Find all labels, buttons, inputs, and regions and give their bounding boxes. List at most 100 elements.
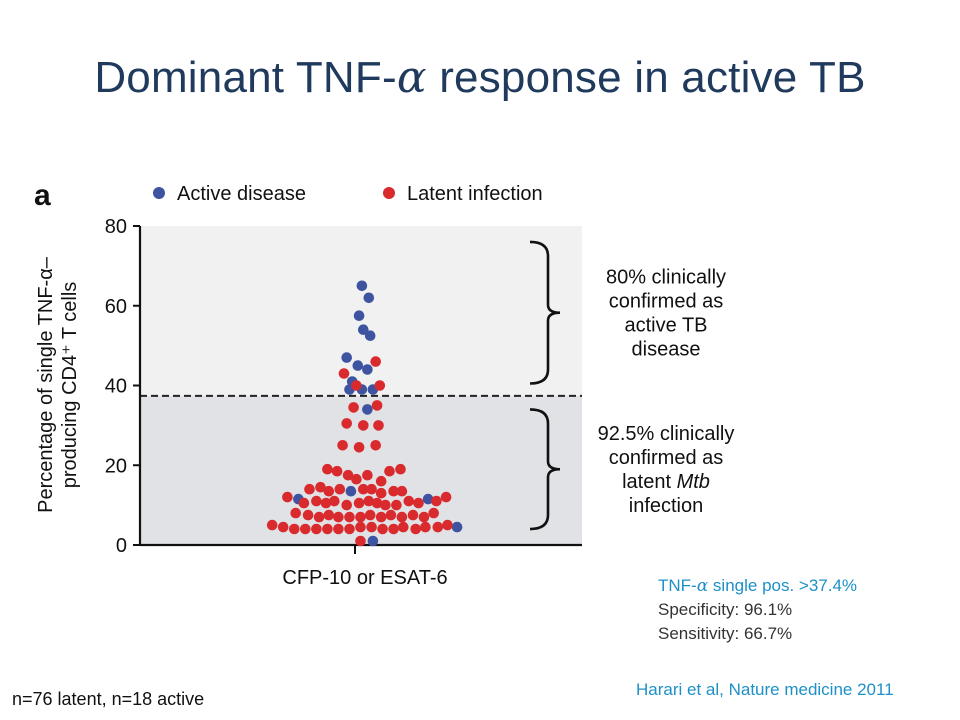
latent-data-point	[351, 473, 362, 485]
active-data-point	[356, 280, 368, 292]
latent-data-point	[364, 509, 376, 521]
latent-data-point	[355, 511, 366, 523]
latent-data-point	[370, 440, 382, 451]
latent-data-point	[311, 523, 322, 535]
latent-data-point	[366, 483, 377, 495]
active-data-point	[352, 360, 364, 371]
bracket-text-line: 92.5% clinically	[598, 423, 735, 445]
x-axis-label: CFP-10 or ESAT-6	[282, 567, 447, 589]
latent-data-point	[300, 523, 311, 535]
threshold-text-start: TNF-	[658, 576, 697, 595]
latent-data-point	[375, 475, 387, 487]
latent-data-point	[358, 420, 369, 431]
active-data-point	[451, 521, 463, 533]
active-data-point	[363, 292, 375, 304]
latent-data-point	[353, 442, 365, 453]
latent-data-point	[374, 380, 386, 391]
latent-data-point	[320, 497, 332, 509]
latent-data-point	[384, 465, 395, 477]
latent-data-point	[432, 521, 444, 533]
latent-data-point	[266, 519, 278, 531]
latent-data-point	[298, 497, 310, 509]
latent-data-point	[290, 507, 302, 519]
latent-data-point	[323, 485, 335, 497]
latent-data-point	[371, 497, 383, 509]
latent-data-point	[380, 499, 391, 511]
latent-data-point	[341, 499, 353, 511]
latent-data-point	[338, 368, 350, 379]
latent-data-point	[385, 509, 397, 521]
latent-data-point	[431, 495, 442, 507]
bracket-text-line: 80% clinically	[606, 267, 726, 289]
latent-data-point	[304, 483, 315, 495]
active-data-point	[367, 535, 379, 547]
legend-marker-active	[153, 187, 165, 199]
latent-data-point	[277, 521, 289, 533]
sample-size-note: n=76 latent, n=18 active	[12, 689, 205, 709]
bracket-latent	[529, 408, 561, 531]
latent-data-point	[428, 507, 440, 519]
citation: Harari et al, Nature medicine 2011	[636, 680, 894, 699]
latent-data-point	[289, 523, 300, 535]
y-axis-label-line1: Percentage of single TNF-α–	[35, 256, 57, 513]
y-tick-label: 80	[105, 216, 127, 238]
bracket-text-line: active TB	[625, 315, 708, 337]
legend-marker-latent	[383, 187, 395, 199]
latent-data-point	[407, 509, 419, 521]
active-data-point	[362, 404, 373, 415]
latent-data-point	[388, 485, 399, 497]
latent-data-point	[315, 481, 326, 493]
latent-data-point	[344, 523, 355, 535]
latent-data-point	[420, 521, 431, 533]
latent-data-point	[333, 523, 344, 535]
latent-data-point	[311, 495, 322, 507]
latent-data-point	[442, 519, 453, 531]
active-data-point	[364, 330, 376, 342]
active-data-point	[362, 364, 373, 375]
title-text-start: Dominant TNF-	[94, 53, 397, 102]
latent-data-point	[282, 491, 293, 503]
latent-data-point	[413, 497, 424, 509]
title-alpha-symbol: α	[396, 52, 427, 103]
latent-data-point	[322, 523, 333, 535]
latent-data-point	[351, 380, 362, 391]
threshold-summary: TNF-α single pos. >37.4% Specificity: 96…	[658, 574, 857, 646]
slide-title: Dominant TNF-α response in active TB	[0, 52, 960, 103]
legend-label-active: Active disease	[177, 183, 306, 205]
latent-data-point	[348, 402, 359, 413]
active-data-point	[353, 310, 365, 322]
latent-data-point	[341, 418, 353, 429]
latent-data-point	[371, 400, 383, 411]
latent-data-point	[358, 483, 369, 495]
bracket-text-line: latent Mtb	[622, 471, 710, 493]
panel-letter: a	[34, 179, 51, 212]
latent-data-point	[302, 509, 314, 521]
latent-data-point	[322, 463, 333, 475]
threshold-text-end: single pos. >37.4%	[708, 576, 858, 595]
title-text-end: response in active TB	[426, 53, 866, 102]
y-tick-label: 0	[116, 535, 127, 557]
latent-data-point	[403, 495, 415, 507]
threshold-line: TNF-α single pos. >37.4%	[658, 574, 857, 598]
bracket-text-line: confirmed as	[609, 291, 724, 313]
y-tick-label: 60	[105, 296, 127, 318]
active-data-point	[345, 485, 357, 497]
latent-data-point	[344, 511, 355, 523]
latent-data-point	[377, 523, 388, 535]
latent-data-point	[440, 491, 452, 503]
active-data-point	[358, 324, 369, 336]
latent-data-point	[395, 463, 406, 475]
y-tick-label: 20	[105, 455, 127, 477]
latent-data-point	[388, 523, 399, 535]
latent-data-point	[375, 487, 387, 499]
latent-data-point	[418, 511, 430, 523]
latent-data-point	[333, 511, 344, 523]
legend-label-latent: Latent infection	[407, 183, 543, 205]
latent-data-point	[396, 511, 408, 523]
latent-data-point	[363, 495, 375, 507]
latent-data-point	[410, 523, 422, 535]
latent-data-point	[323, 509, 335, 521]
latent-data-point	[398, 521, 409, 533]
y-tick-label: 40	[105, 376, 127, 398]
chart-layer: 0 20 40 60 80 CFP-10 or ESAT-6 Percentage of s…	[34, 179, 734, 589]
